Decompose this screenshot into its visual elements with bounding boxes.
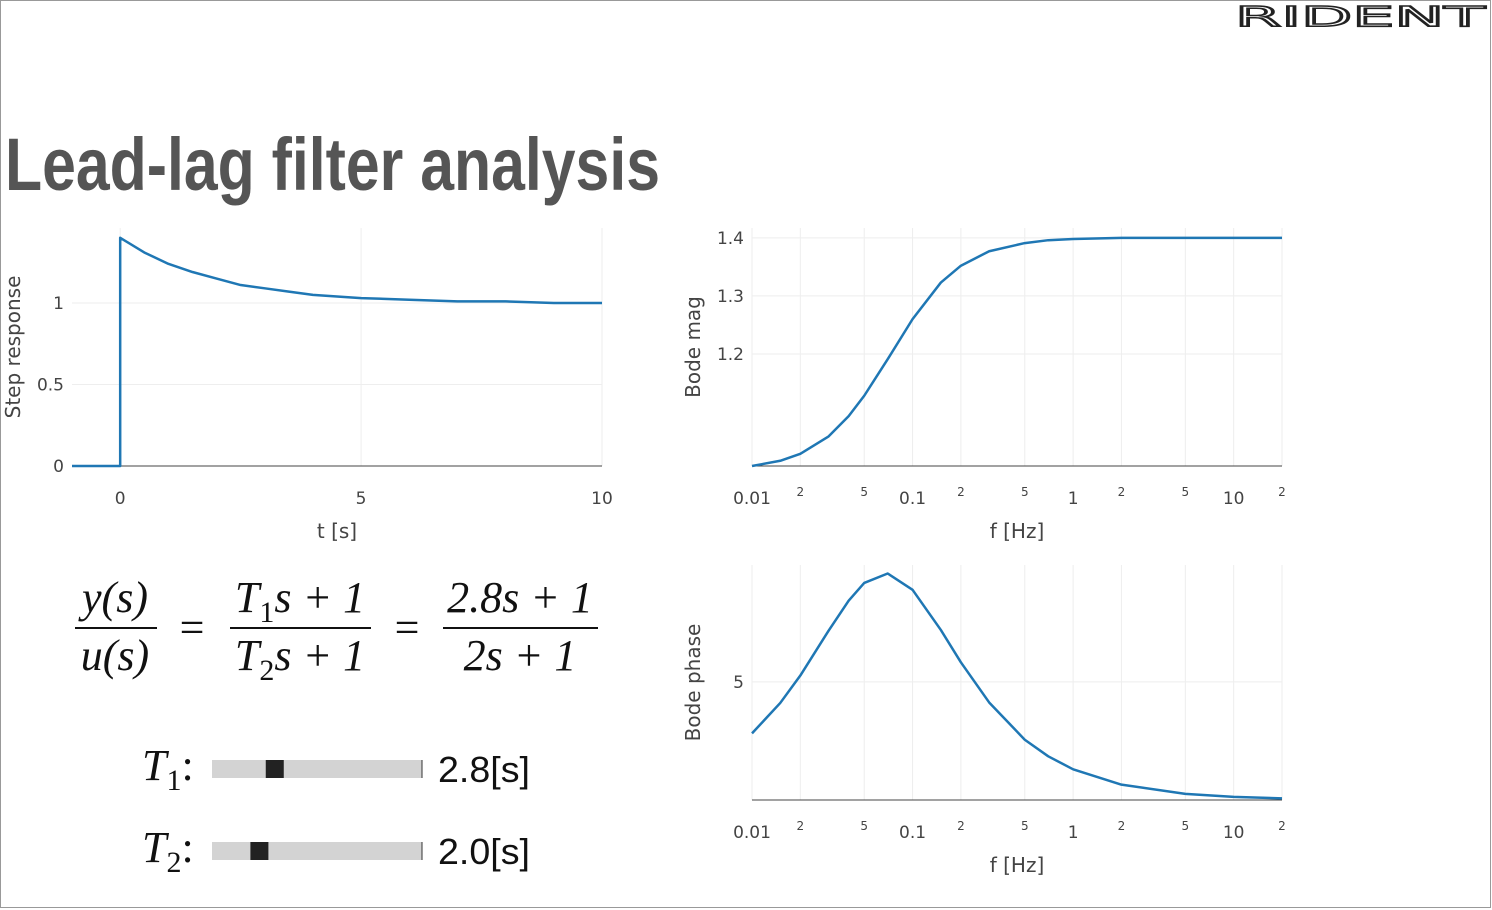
page-title: Lead-lag filter analysis bbox=[5, 123, 660, 206]
math-subscript: 1 bbox=[259, 596, 274, 629]
slider-symbol: T bbox=[142, 823, 170, 872]
data-line bbox=[72, 236, 602, 468]
x-tick-label: 5 bbox=[1021, 819, 1029, 833]
slider-subscript: 1 bbox=[166, 764, 181, 797]
slider-colon: : bbox=[181, 823, 193, 872]
y-tick-label: 0 bbox=[53, 457, 64, 477]
x-tick-label: 2 bbox=[957, 819, 965, 833]
x-tick-label: 10 bbox=[1223, 823, 1245, 843]
x-tick-label: 2 bbox=[1118, 485, 1126, 499]
y-tick-label: 5 bbox=[733, 673, 744, 693]
x-tick-label: 0.01 bbox=[733, 489, 771, 509]
y-tick-label: 0.5 bbox=[37, 375, 64, 395]
slider-handle[interactable] bbox=[250, 842, 269, 860]
math-rest: s + 1 bbox=[274, 631, 365, 680]
x-axis-label: f [Hz] bbox=[990, 853, 1045, 877]
slider-handle[interactable] bbox=[265, 760, 284, 778]
x-tick-label: 1 bbox=[1068, 823, 1079, 843]
x-tick-label: 5 bbox=[1182, 819, 1190, 833]
x-tick-label: 2 bbox=[797, 485, 805, 499]
x-tick-label: 2 bbox=[1118, 819, 1126, 833]
slider-track bbox=[212, 760, 422, 778]
x-tick-label: 5 bbox=[1021, 485, 1029, 499]
slider-subscript: 2 bbox=[166, 846, 181, 879]
equals-sign: = bbox=[180, 603, 205, 652]
math-text: 2.8s + 1 bbox=[447, 573, 593, 622]
x-tick-label: 2 bbox=[797, 819, 805, 833]
x-tick-label: 0.01 bbox=[733, 823, 771, 843]
x-tick-label: 2 bbox=[1278, 819, 1286, 833]
y-axis-label: Bode mag bbox=[681, 296, 705, 398]
x-tick-label: 1 bbox=[1068, 489, 1079, 509]
y-tick-label: 1 bbox=[53, 294, 64, 314]
math-subscript: 2 bbox=[259, 654, 274, 687]
data-line bbox=[751, 572, 1283, 800]
math-text: y(s) bbox=[78, 573, 148, 622]
math-rest: s + 1 bbox=[274, 573, 365, 622]
math-text: u(s) bbox=[81, 631, 149, 680]
x-tick-label: 10 bbox=[591, 489, 613, 509]
x-tick-label: 0.1 bbox=[899, 823, 926, 843]
slider-value: 2.0[s] bbox=[438, 831, 530, 872]
x-tick-label: 5 bbox=[1182, 485, 1190, 499]
data-line bbox=[751, 236, 1282, 468]
y-axis-label: Bode phase bbox=[681, 624, 705, 742]
y-axis-label: Step response bbox=[1, 276, 25, 419]
slider-colon: : bbox=[181, 741, 193, 790]
math-symbol: T bbox=[235, 573, 263, 622]
math-symbol: T bbox=[235, 631, 263, 680]
y-tick-label: 1.2 bbox=[717, 345, 744, 365]
x-tick-label: 5 bbox=[356, 489, 367, 509]
x-tick-label: 0 bbox=[115, 489, 126, 509]
slider-track bbox=[212, 842, 422, 860]
y-tick-label: 1.4 bbox=[717, 229, 744, 249]
x-tick-label: 5 bbox=[860, 485, 868, 499]
slider-label: T1: bbox=[142, 741, 194, 797]
x-axis-label: f [Hz] bbox=[990, 519, 1045, 543]
x-tick-label: 2 bbox=[1278, 485, 1286, 499]
slider-symbol: T bbox=[142, 741, 170, 790]
math-text: 2s + 1 bbox=[464, 631, 577, 680]
x-tick-label: 10 bbox=[1223, 489, 1245, 509]
x-axis-label: t [s] bbox=[317, 519, 357, 543]
x-tick-label: 0.1 bbox=[899, 489, 926, 509]
math-text: T1s + 1 bbox=[235, 573, 365, 629]
slider-label: T2: bbox=[142, 823, 194, 879]
logo: RIDENT bbox=[1235, 0, 1487, 33]
y-tick-label: 1.3 bbox=[717, 287, 744, 307]
equals-sign: = bbox=[395, 603, 420, 652]
math-text: T2s + 1 bbox=[235, 631, 365, 687]
x-tick-label: 5 bbox=[860, 819, 868, 833]
x-tick-label: 2 bbox=[957, 485, 965, 499]
slider-value: 2.8[s] bbox=[438, 749, 530, 790]
